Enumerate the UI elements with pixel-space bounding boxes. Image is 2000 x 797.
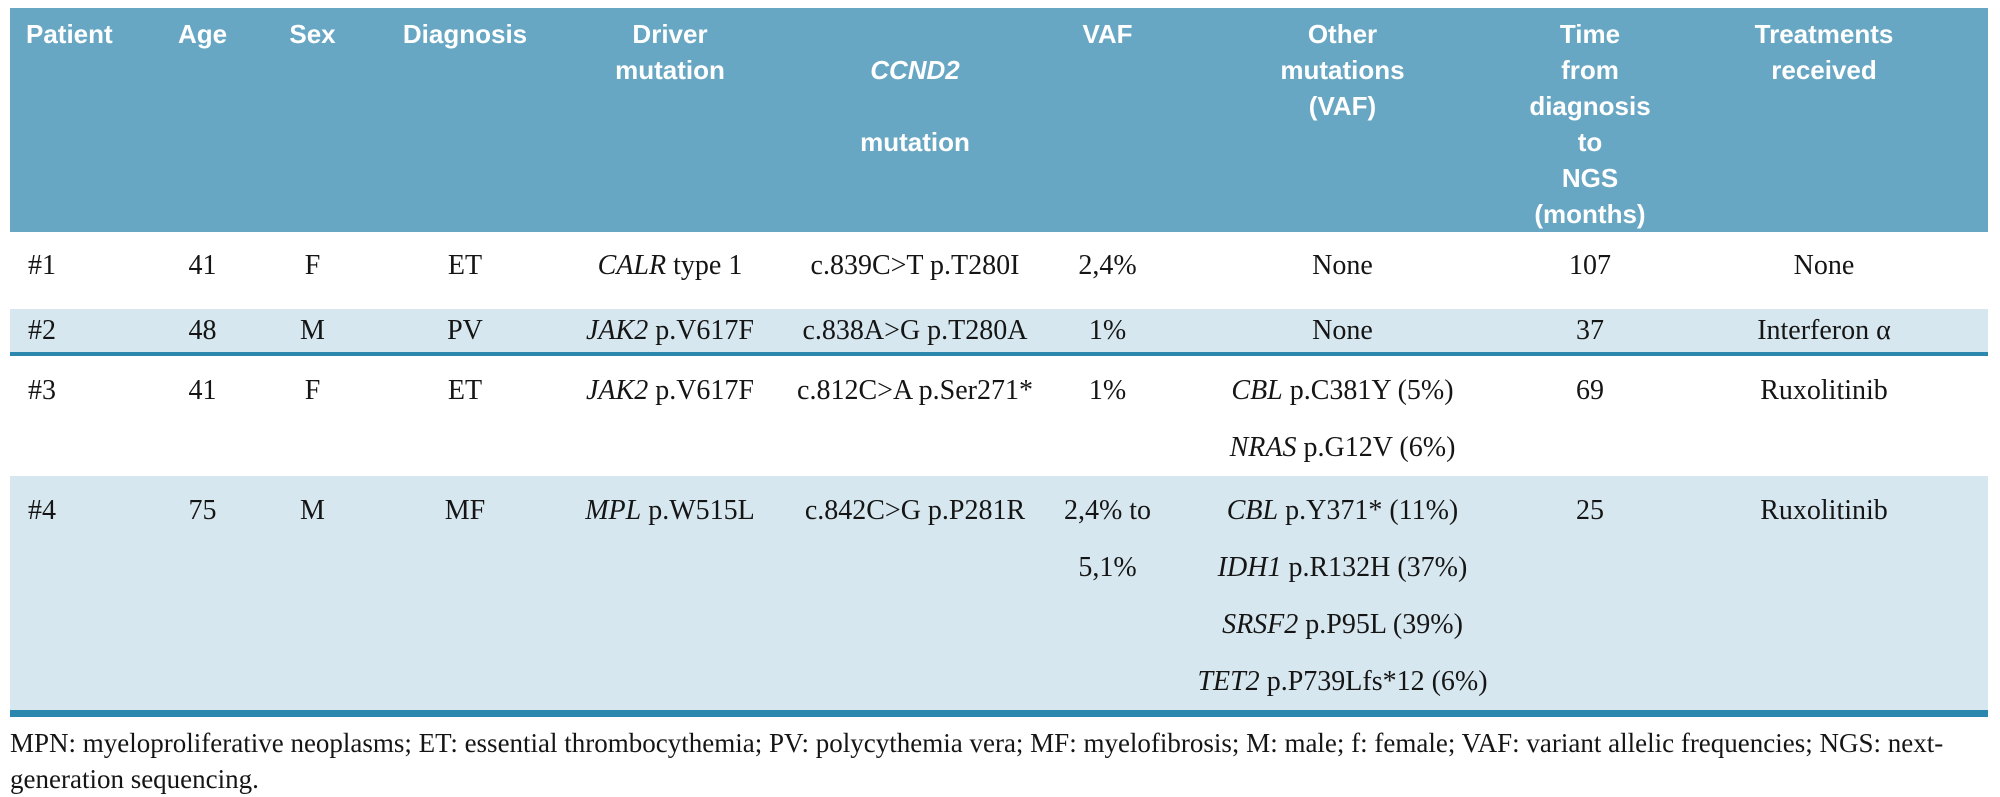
cell-treatments: None — [1660, 232, 1988, 309]
gene-name: TET2 — [1197, 666, 1260, 697]
patient-table: Patient Age Sex Diagnosis Driver mutatio… — [10, 8, 1988, 717]
mutation-detail: p.P739Lfs*12 (6%) — [1259, 666, 1488, 697]
cell-treatments: Ruxolitinib — [1660, 476, 1988, 717]
cell-diagnosis: PV — [370, 309, 560, 356]
other-mutation-line: CBL p.C381Y (5%) — [1167, 362, 1518, 419]
mutation-detail: type 1 — [666, 250, 743, 281]
gene-name: IDH1 — [1217, 552, 1282, 583]
col-header-ccnd2-mutation: CCND2 mutation — [780, 8, 1050, 232]
cell-other-mutations: CBL p.C381Y (5%) NRAS p.G12V (6%) — [1165, 354, 1520, 476]
cell-sex: F — [255, 354, 370, 476]
gene-name: CBL — [1231, 375, 1283, 406]
cell-driver-mutation: CALR type 1 — [560, 232, 780, 309]
cell-patient: #3 — [10, 354, 150, 476]
cell-diagnosis: MF — [370, 476, 560, 717]
cell-vaf: 1% — [1050, 354, 1165, 476]
table-footnote: MPN: myeloproliferative neoplasms; ET: e… — [10, 728, 1944, 794]
ccnd2-gene-label: CCND2 — [870, 55, 960, 85]
cell-other-mutations: None — [1165, 309, 1520, 356]
cell-driver-mutation: JAK2 p.V617F — [560, 354, 780, 476]
cell-patient: #1 — [10, 232, 150, 309]
cell-age: 41 — [150, 354, 255, 476]
mutation-detail: p.V617F — [648, 375, 754, 406]
other-mutation-line: None — [1167, 248, 1518, 284]
gene-name: JAK2 — [585, 375, 649, 406]
col-header-age: Age — [150, 8, 255, 232]
cell-ccnd2-mutation: c.838A>G p.T280A — [780, 309, 1050, 356]
ccnd2-mutation-label: mutation — [860, 127, 970, 157]
other-mutation-line: SRSF2 p.P95L (39%) — [1167, 596, 1518, 653]
mutation-detail: None — [1312, 250, 1373, 281]
cell-patient: #2 — [10, 309, 150, 356]
col-header-other-mutations: Other mutations (VAF) — [1165, 8, 1520, 232]
mutation-detail: p.P95L (39%) — [1298, 609, 1463, 640]
cell-sex: M — [255, 476, 370, 717]
cell-other-mutations: CBL p.Y371* (11%) IDH1 p.R132H (37%) SRS… — [1165, 476, 1520, 717]
table-row: #3 41 F ET JAK2 p.V617F c.812C>A p.Ser27… — [10, 354, 1988, 476]
col-header-time-to-ngs: Time from diagnosis to NGS (months) — [1520, 8, 1660, 232]
cell-vaf: 2,4% — [1050, 232, 1165, 309]
cell-patient: #4 — [10, 476, 150, 717]
cell-age: 41 — [150, 232, 255, 309]
cell-driver-mutation: MPL p.W515L — [560, 476, 780, 717]
col-header-patient: Patient — [10, 8, 150, 232]
cell-vaf: 2,4% to 5,1% — [1050, 476, 1165, 717]
col-header-treatments: Treatments received — [1660, 8, 1988, 232]
gene-name: SRSF2 — [1222, 609, 1299, 640]
cell-sex: M — [255, 309, 370, 356]
cell-vaf: 1% — [1050, 309, 1165, 356]
other-mutation-line: TET2 p.P739Lfs*12 (6%) — [1167, 653, 1518, 710]
cell-other-mutations: None — [1165, 232, 1520, 309]
gene-name: JAK2 — [585, 315, 649, 346]
cell-time-to-ngs: 25 — [1520, 476, 1660, 717]
cell-sex: F — [255, 232, 370, 309]
gene-name: MPL — [585, 495, 642, 526]
gene-name: CBL — [1226, 495, 1279, 526]
cell-age: 75 — [150, 476, 255, 717]
mutation-detail: None — [1312, 315, 1373, 346]
cell-treatments: Interferon α — [1660, 309, 1988, 356]
cell-treatments: Ruxolitinib — [1660, 354, 1988, 476]
cell-diagnosis: ET — [370, 354, 560, 476]
gene-name: CALR — [597, 250, 667, 281]
other-mutation-line: None — [1167, 313, 1518, 349]
other-mutation-line: CBL p.Y371* (11%) — [1167, 482, 1518, 539]
cell-ccnd2-mutation: c.839C>T p.T280I — [780, 232, 1050, 309]
cell-diagnosis: ET — [370, 232, 560, 309]
mutation-detail: p.Y371* (11%) — [1278, 495, 1459, 526]
mutation-detail: p.R132H (37%) — [1281, 552, 1468, 583]
cell-time-to-ngs: 107 — [1520, 232, 1660, 309]
table-figure: Patient Age Sex Diagnosis Driver mutatio… — [10, 8, 1990, 797]
cell-driver-mutation: JAK2 p.V617F — [560, 309, 780, 356]
table-row: #2 48 M PV JAK2 p.V617F c.838A>G p.T280A… — [10, 309, 1988, 356]
table-row: #1 41 F ET CALR type 1 c.839C>T p.T280I … — [10, 232, 1988, 309]
header-row: Patient Age Sex Diagnosis Driver mutatio… — [10, 8, 1988, 232]
cell-ccnd2-mutation: c.812C>A p.Ser271* — [780, 354, 1050, 476]
table-row: #4 75 M MF MPL p.W515L c.842C>G p.P281R … — [10, 476, 1988, 717]
cell-age: 48 — [150, 309, 255, 356]
col-header-vaf: VAF — [1050, 8, 1165, 232]
other-mutation-line: NRAS p.G12V (6%) — [1167, 419, 1518, 476]
cell-ccnd2-mutation: c.842C>G p.P281R — [780, 476, 1050, 717]
gene-name: NRAS — [1229, 432, 1297, 463]
other-mutation-line: IDH1 p.R132H (37%) — [1167, 539, 1518, 596]
col-header-diagnosis: Diagnosis — [370, 8, 560, 232]
cell-time-to-ngs: 37 — [1520, 309, 1660, 356]
mutation-detail: p.W515L — [641, 495, 755, 526]
mutation-detail: p.V617F — [648, 315, 754, 346]
mutation-detail: p.C381Y (5%) — [1282, 375, 1454, 406]
cell-time-to-ngs: 69 — [1520, 354, 1660, 476]
col-header-driver-mutation: Driver mutation — [560, 8, 780, 232]
col-header-sex: Sex — [255, 8, 370, 232]
mutation-detail: p.G12V (6%) — [1296, 432, 1456, 463]
